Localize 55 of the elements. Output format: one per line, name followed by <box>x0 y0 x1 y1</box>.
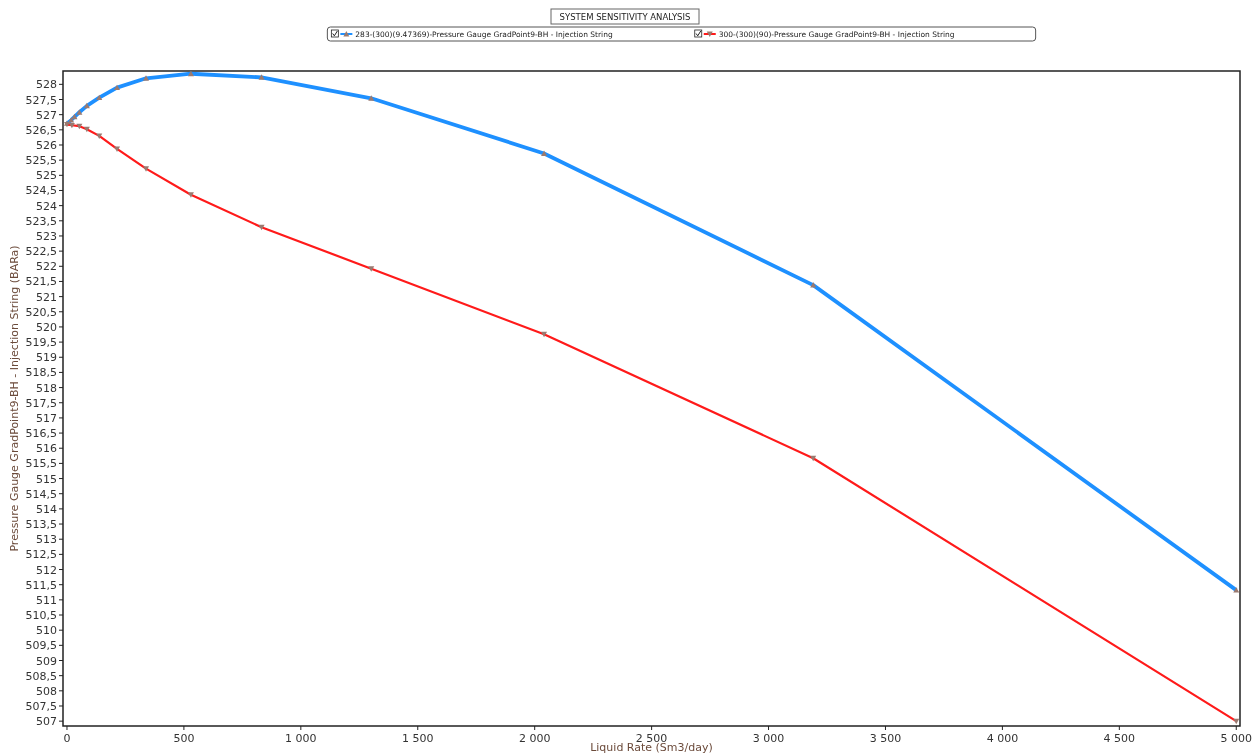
y-tick-label: 513,5 <box>25 518 57 532</box>
y-tick-label: 508,5 <box>25 669 57 683</box>
x-tick-label: 2 000 <box>518 732 551 745</box>
y-tick-label: 511 <box>36 593 57 607</box>
x-tick-label: 1 000 <box>285 732 317 745</box>
y-tick-label: 517 <box>36 411 57 425</box>
y-tick-label: 518,5 <box>25 366 57 380</box>
y-tick-label: 507,5 <box>25 699 57 713</box>
y-tick-label: 523,5 <box>25 214 57 228</box>
x-tick-label: 4 000 <box>986 732 1019 745</box>
y-tick-label: 524,5 <box>25 184 57 198</box>
x-tick-label: 500 <box>173 732 195 745</box>
x-tick-label: 1 500 <box>402 732 434 745</box>
y-tick-label: 509,5 <box>25 639 57 653</box>
x-tick-label: 3 000 <box>752 732 785 745</box>
y-tick-label: 527,5 <box>25 93 57 107</box>
y-tick-label: 520,5 <box>25 305 57 319</box>
y-tick-label: 521,5 <box>25 275 57 289</box>
y-tick-label: 522 <box>36 260 57 274</box>
y-tick-label: 516,5 <box>25 427 57 441</box>
y-tick-label: 523 <box>36 229 57 243</box>
y-tick-label: 514,5 <box>25 487 57 501</box>
y-tick-label: 511,5 <box>25 578 57 592</box>
y-tick-label: 513 <box>36 533 57 547</box>
y-tick-label: 518 <box>36 381 57 395</box>
y-tick-label: 517,5 <box>25 396 57 410</box>
x-tick-label: 0 <box>63 732 71 745</box>
y-tick-label: 514 <box>36 502 57 516</box>
y-tick-label: 512,5 <box>25 548 57 562</box>
x-tick-label: 5 000 <box>1220 732 1253 745</box>
y-tick-label: 510 <box>36 624 57 638</box>
y-tick-label: 525 <box>36 169 57 183</box>
y-tick-label: 508 <box>36 684 57 698</box>
y-tick-label: 512 <box>36 563 57 577</box>
y-tick-label: 527 <box>36 108 57 122</box>
y-tick-label: 528 <box>36 78 57 92</box>
chart-title: SYSTEM SENSITIVITY ANALYSIS <box>559 12 691 22</box>
x-tick-label: 3 500 <box>869 732 902 745</box>
y-tick-label: 520 <box>36 320 57 334</box>
y-tick-label: 526 <box>36 138 57 152</box>
y-tick-label: 510,5 <box>25 609 57 623</box>
y-tick-label: 507 <box>36 715 57 729</box>
y-tick-label: 515 <box>36 472 57 486</box>
x-tick-label: 4 500 <box>1103 732 1136 745</box>
y-tick-label: 515,5 <box>25 457 57 471</box>
y-tick-label: 521 <box>36 290 57 304</box>
y-tick-label: 519,5 <box>25 336 57 350</box>
y-tick-label: 524 <box>36 199 57 213</box>
y-tick-label: 522,5 <box>25 245 57 259</box>
y-tick-label: 509 <box>36 654 57 668</box>
y-tick-label: 526,5 <box>25 123 57 137</box>
y-axis-title: Pressure Gauge GradPoint9-BH - Injection String (BARa) <box>8 245 21 552</box>
y-tick-label: 525,5 <box>25 154 57 168</box>
y-tick-label: 519 <box>36 351 57 365</box>
y-tick-label: 516 <box>36 442 57 456</box>
